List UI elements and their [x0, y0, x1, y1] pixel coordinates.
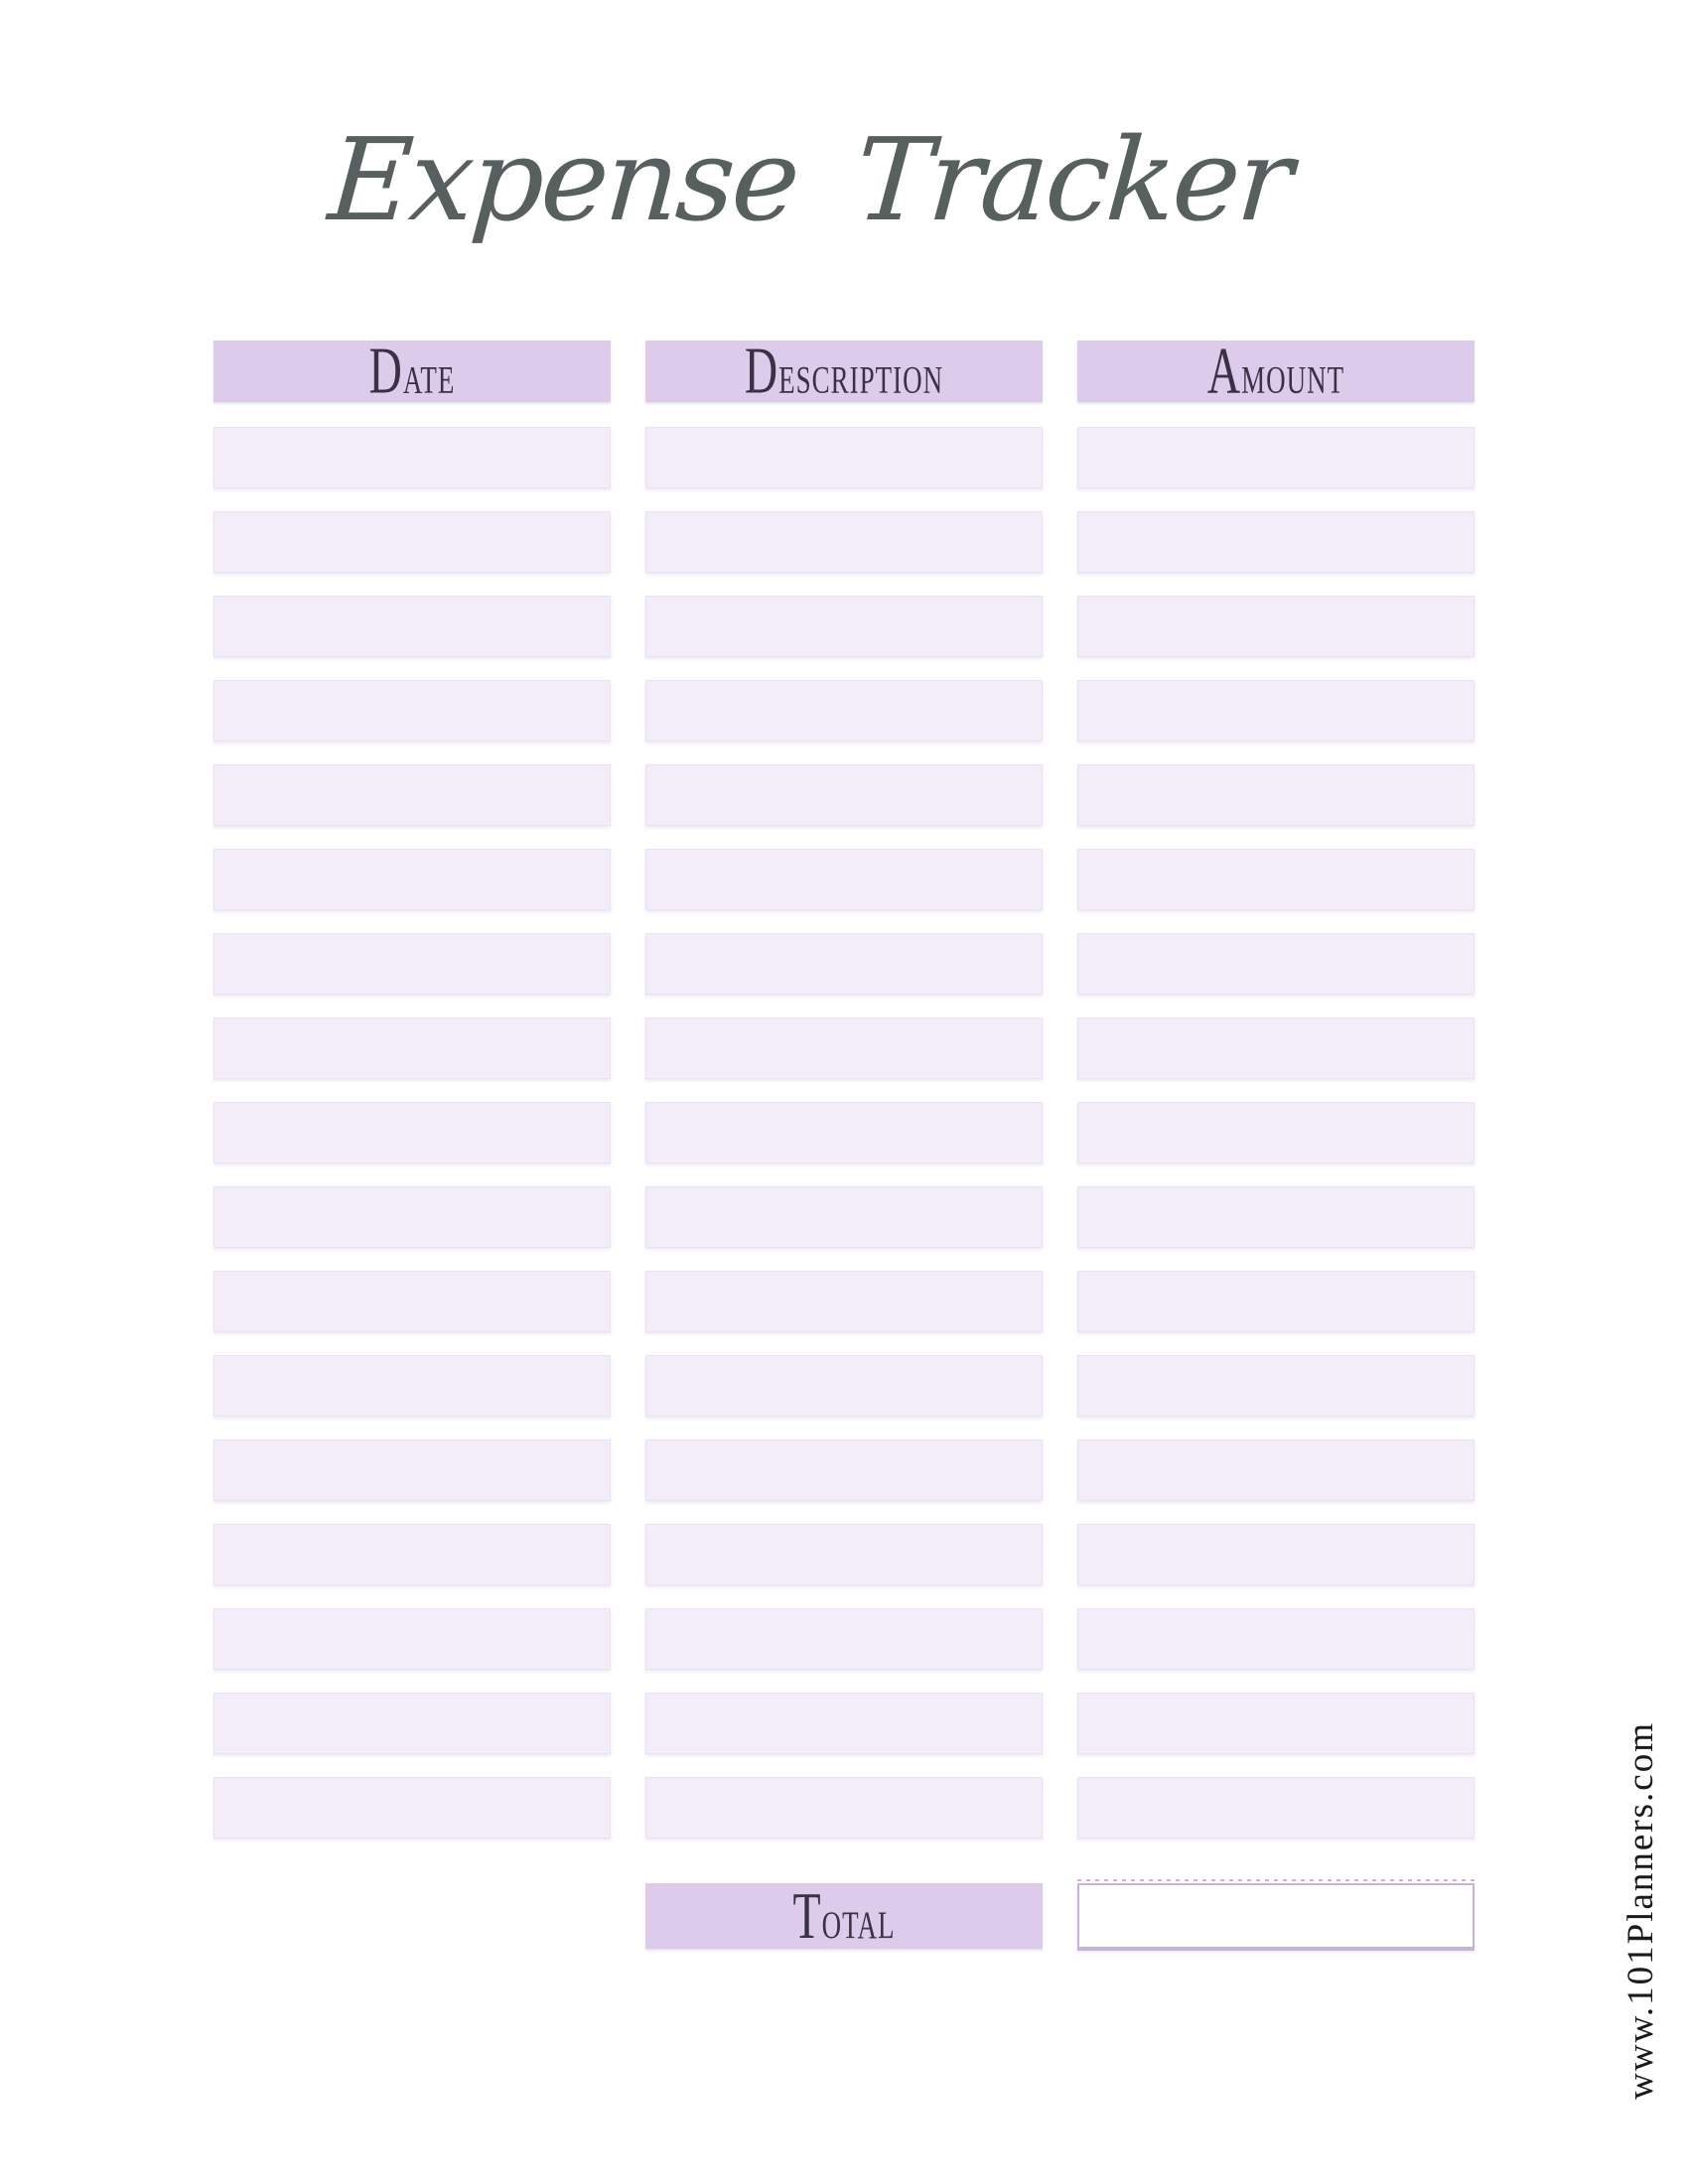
expense-cell-date[interactable] — [213, 1102, 611, 1163]
column-header-description-label: Description — [744, 334, 944, 408]
expense-cell-description[interactable] — [645, 1608, 1043, 1670]
expense-cell-description[interactable] — [645, 1102, 1043, 1163]
expense-cell-amount[interactable] — [1077, 1693, 1475, 1754]
expense-cell-amount[interactable] — [1077, 1355, 1475, 1417]
expense-cell-amount[interactable] — [1077, 1524, 1475, 1585]
expense-cell-date[interactable] — [213, 1186, 611, 1248]
total-amount-box[interactable] — [1077, 1879, 1475, 1951]
expense-cell-amount[interactable] — [1077, 764, 1475, 826]
expense-cell-description[interactable] — [645, 1355, 1043, 1417]
expense-cell-date[interactable] — [213, 764, 611, 826]
expense-cell-date[interactable] — [213, 596, 611, 657]
expense-cell-amount[interactable] — [1077, 849, 1475, 910]
expense-cell-amount[interactable] — [1077, 1439, 1475, 1501]
expense-cell-date[interactable] — [213, 1018, 611, 1079]
expense-cell-description[interactable] — [645, 849, 1043, 910]
expense-cell-amount[interactable] — [1077, 1777, 1475, 1839]
expense-cell-date[interactable] — [213, 427, 611, 488]
expense-cell-description[interactable] — [645, 764, 1043, 826]
expense-rows — [213, 427, 1475, 1839]
total-label: Total — [792, 1878, 896, 1953]
expense-cell-description[interactable] — [645, 427, 1043, 488]
expense-cell-amount[interactable] — [1077, 427, 1475, 488]
page-title: Expense Tracker — [325, 114, 1295, 247]
expense-cell-amount[interactable] — [1077, 1186, 1475, 1248]
expense-cell-description[interactable] — [645, 1186, 1043, 1248]
expense-cell-date[interactable] — [213, 1777, 611, 1839]
expense-cell-amount[interactable] — [1077, 596, 1475, 657]
expense-cell-amount[interactable] — [1077, 1018, 1475, 1079]
expense-cell-amount[interactable] — [1077, 933, 1475, 995]
expense-cell-description[interactable] — [645, 933, 1043, 995]
column-header-description: Description — [645, 334, 1043, 408]
expense-cell-description[interactable] — [645, 511, 1043, 573]
table-header-row: Date Description Amount — [213, 334, 1475, 408]
expense-cell-amount[interactable] — [1077, 1271, 1475, 1332]
column-header-amount-label: Amount — [1206, 334, 1345, 408]
expense-cell-date[interactable] — [213, 1355, 611, 1417]
total-label-bar: Total — [645, 1878, 1043, 1953]
expense-cell-date[interactable] — [213, 1439, 611, 1501]
expense-cell-description[interactable] — [645, 1439, 1043, 1501]
expense-cell-description[interactable] — [645, 1693, 1043, 1754]
expense-cell-date[interactable] — [213, 1271, 611, 1332]
column-header-date: Date — [213, 334, 611, 408]
column-header-amount: Amount — [1077, 334, 1475, 408]
expense-cell-date[interactable] — [213, 1608, 611, 1670]
expense-cell-amount[interactable] — [1077, 680, 1475, 742]
expense-cell-description[interactable] — [645, 1271, 1043, 1332]
expense-cell-amount[interactable] — [1077, 511, 1475, 573]
expense-cell-amount[interactable] — [1077, 1102, 1475, 1163]
expense-cell-date[interactable] — [213, 1693, 611, 1754]
expense-cell-description[interactable] — [645, 680, 1043, 742]
expense-cell-description[interactable] — [645, 1777, 1043, 1839]
expense-cell-date[interactable] — [213, 680, 611, 742]
column-header-date-label: Date — [368, 334, 456, 408]
expense-cell-date[interactable] — [213, 849, 611, 910]
expense-cell-date[interactable] — [213, 511, 611, 573]
table-footer-row: Total — [213, 1878, 1475, 1953]
expense-cell-date[interactable] — [213, 1524, 611, 1585]
expense-cell-description[interactable] — [645, 1018, 1043, 1079]
expense-cell-description[interactable] — [645, 1524, 1043, 1585]
expense-cell-date[interactable] — [213, 933, 611, 995]
expense-cell-description[interactable] — [645, 596, 1043, 657]
expense-cell-amount[interactable] — [1077, 1608, 1475, 1670]
watermark-url: www.101Planners.com — [1620, 1721, 1661, 2100]
